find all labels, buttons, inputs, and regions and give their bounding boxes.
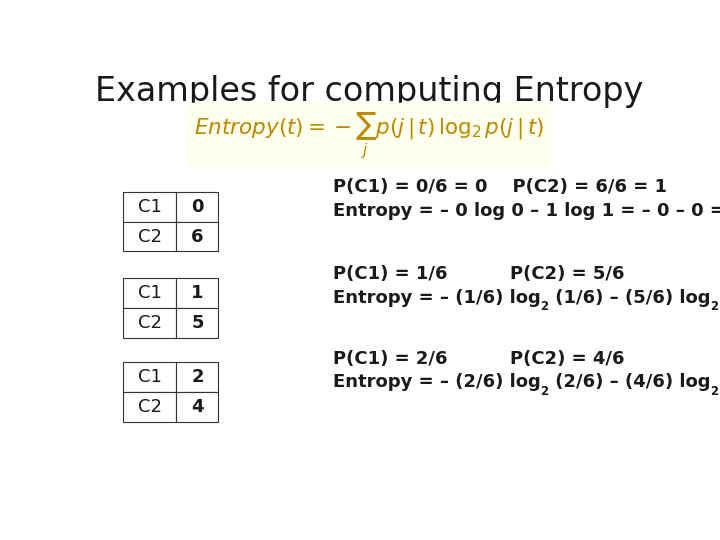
FancyBboxPatch shape — [124, 308, 176, 338]
FancyBboxPatch shape — [124, 362, 176, 392]
Text: Entropy = – (1/6) log: Entropy = – (1/6) log — [333, 289, 541, 307]
Text: P(C1) = 0/6 = 0    P(C2) = 6/6 = 1: P(C1) = 0/6 = 0 P(C2) = 6/6 = 1 — [333, 178, 667, 197]
FancyBboxPatch shape — [124, 278, 176, 308]
Text: P(C1) = 2/6          P(C2) = 4/6: P(C1) = 2/6 P(C2) = 4/6 — [333, 350, 624, 368]
Text: (4/6) = 0.92: (4/6) = 0.92 — [719, 373, 720, 391]
Text: (2/6) – (4/6) log: (2/6) – (4/6) log — [549, 373, 710, 391]
Text: 2: 2 — [710, 300, 719, 313]
Text: C2: C2 — [138, 398, 162, 416]
Text: 5: 5 — [192, 314, 204, 332]
FancyBboxPatch shape — [176, 308, 218, 338]
FancyBboxPatch shape — [176, 192, 218, 221]
Text: 2: 2 — [192, 368, 204, 386]
FancyBboxPatch shape — [176, 221, 218, 252]
FancyBboxPatch shape — [124, 392, 176, 422]
FancyBboxPatch shape — [124, 192, 176, 221]
Text: C2: C2 — [138, 227, 162, 246]
FancyBboxPatch shape — [176, 278, 218, 308]
Text: 1: 1 — [192, 284, 204, 302]
Text: 2: 2 — [541, 300, 549, 313]
Text: 2: 2 — [710, 384, 719, 397]
Text: 4: 4 — [192, 398, 204, 416]
FancyBboxPatch shape — [124, 221, 176, 252]
Text: 0: 0 — [192, 198, 204, 215]
Text: 2: 2 — [541, 384, 549, 397]
Text: Entropy = – (2/6) log: Entropy = – (2/6) log — [333, 373, 541, 391]
Text: 6: 6 — [192, 227, 204, 246]
Text: (1/6) = 0.65: (1/6) = 0.65 — [719, 289, 720, 307]
Text: (1/6) – (5/6) log: (1/6) – (5/6) log — [549, 289, 710, 307]
Text: C1: C1 — [138, 198, 162, 215]
FancyBboxPatch shape — [176, 392, 218, 422]
Text: Examples for computing Entropy: Examples for computing Entropy — [95, 75, 643, 109]
Text: Entropy = – 0 log 0 – 1 log 1 = – 0 – 0 = 0: Entropy = – 0 log 0 – 1 log 1 = – 0 – 0 … — [333, 202, 720, 220]
Text: C1: C1 — [138, 368, 162, 386]
Text: C1: C1 — [138, 284, 162, 302]
Text: $\mathit{Entropy}(t)=-\sum_j p(j\,|\,t)\,\log_2 p(j\,|\,t)$: $\mathit{Entropy}(t)=-\sum_j p(j\,|\,t)\… — [194, 110, 544, 161]
Text: P(C1) = 1/6          P(C2) = 5/6: P(C1) = 1/6 P(C2) = 5/6 — [333, 265, 624, 284]
Text: C2: C2 — [138, 314, 162, 332]
FancyBboxPatch shape — [176, 362, 218, 392]
